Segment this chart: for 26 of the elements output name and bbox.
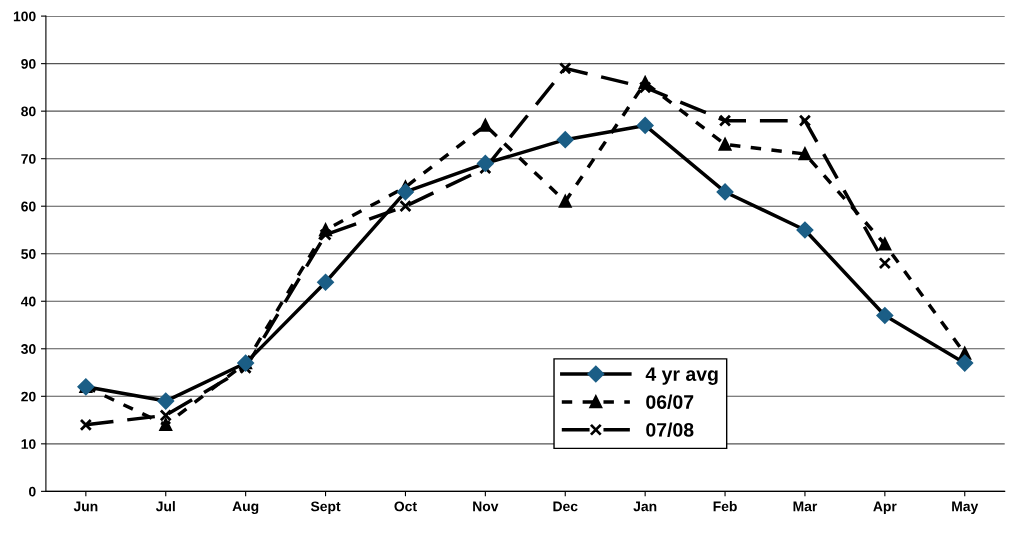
x-tick-label: Jun <box>73 501 98 512</box>
x-tick-label: Feb <box>713 501 737 512</box>
x-tick-label: Mar <box>793 501 818 512</box>
x-tick-label: Apr <box>873 501 897 515</box>
y-tick-label: 80 <box>21 106 36 117</box>
x-tick-label: Oct <box>394 501 417 512</box>
x-tick-label: Dec <box>553 501 578 512</box>
y-tick-label: 30 <box>21 344 36 354</box>
x-tick-label: Nov <box>473 501 499 512</box>
legend-label: 06/07 <box>646 394 694 410</box>
y-tick-label: 90 <box>21 58 36 69</box>
x-tick-label: Jan <box>633 501 657 512</box>
x-tick-label: Sept <box>310 501 341 515</box>
x-tick-label: Aug <box>232 501 259 515</box>
y-tick-label: 60 <box>21 201 36 212</box>
y-tick-label: 50 <box>21 249 36 259</box>
y-tick-label: 100 <box>13 11 36 22</box>
y-tick-label: 10 <box>21 439 36 449</box>
y-tick-label: 0 <box>29 486 36 497</box>
legend-label: 07/08 <box>646 422 694 437</box>
x-tick-label: Jul <box>155 501 175 512</box>
y-tick-label: 40 <box>20 296 36 307</box>
x-tick-label: May <box>952 501 979 515</box>
y-tick-label: 70 <box>21 154 36 164</box>
legend-label: 4 yr avg <box>645 367 718 385</box>
y-tick-label: 20 <box>21 391 36 402</box>
